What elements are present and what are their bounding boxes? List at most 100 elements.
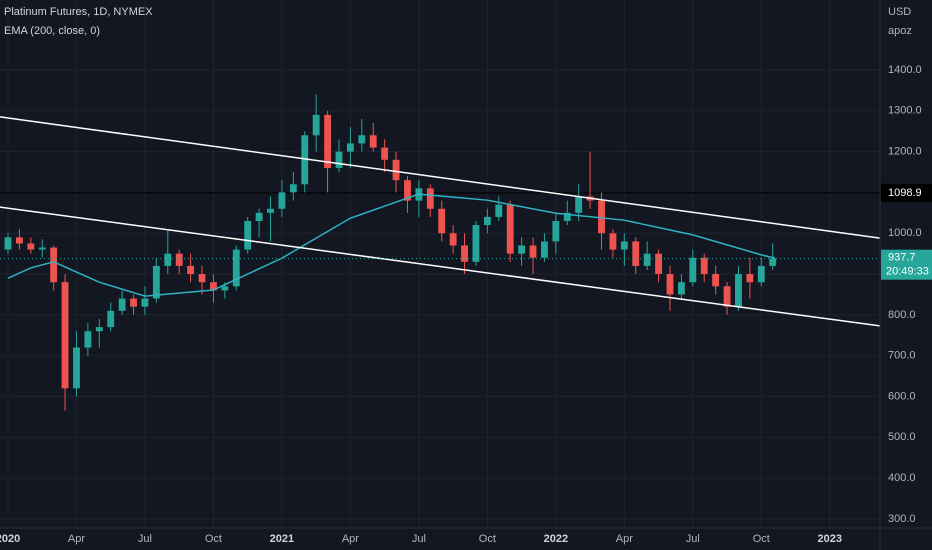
candle-body bbox=[438, 208, 446, 234]
candle-body bbox=[346, 143, 354, 152]
candle-body bbox=[312, 114, 320, 136]
y-tick-label: 500.0 bbox=[888, 431, 916, 443]
x-tick-label: Oct bbox=[753, 533, 770, 545]
level-label-box bbox=[881, 183, 932, 202]
candle-body bbox=[483, 216, 491, 226]
candle-body bbox=[15, 237, 23, 244]
grid bbox=[0, 0, 880, 528]
candle-body bbox=[552, 221, 560, 242]
candle-body bbox=[141, 298, 149, 307]
candle-body bbox=[198, 274, 206, 283]
y-tick-label: 800.0 bbox=[888, 309, 916, 321]
candle-body bbox=[723, 286, 731, 307]
x-tick-label: 2022 bbox=[544, 533, 568, 545]
candle-body bbox=[61, 282, 69, 389]
y-tick-label: 1300.0 bbox=[888, 105, 922, 117]
candle-body bbox=[369, 135, 377, 148]
level-label: 1098.9 bbox=[888, 187, 922, 199]
x-tick-label: Oct bbox=[205, 533, 222, 545]
candle-body bbox=[563, 212, 571, 222]
axes: 300.0400.0500.0600.0700.0800.0900.01000.… bbox=[0, 64, 932, 545]
y-tick-label: 1400.0 bbox=[888, 64, 922, 76]
candle-body bbox=[4, 237, 12, 250]
candle-body bbox=[392, 159, 400, 181]
candle-body bbox=[38, 247, 46, 250]
candle-body bbox=[187, 265, 195, 275]
trend-line bbox=[0, 206, 881, 327]
candle-body bbox=[598, 200, 605, 234]
candle-body bbox=[461, 245, 468, 262]
candle-body bbox=[609, 233, 617, 250]
candle-body bbox=[495, 204, 503, 217]
candle-body bbox=[118, 298, 126, 311]
candle-body bbox=[244, 221, 252, 250]
candle-body bbox=[95, 327, 103, 332]
candle-body bbox=[289, 184, 297, 193]
candle-body bbox=[769, 258, 777, 266]
candle-body bbox=[175, 253, 183, 266]
x-tick-label: Apr bbox=[616, 533, 633, 545]
chart-title: Platinum Futures, 1D, NYMEX bbox=[4, 6, 153, 18]
indicator-label: EMA (200, close, 0) bbox=[4, 25, 100, 37]
user: apoz bbox=[888, 25, 912, 37]
x-tick-label: Apr bbox=[342, 533, 359, 545]
candle-body bbox=[575, 196, 583, 213]
candle-body bbox=[655, 253, 662, 275]
candle-body bbox=[518, 245, 526, 254]
y-tick-label: 1200.0 bbox=[888, 146, 922, 158]
candle-body bbox=[152, 265, 160, 299]
candle-body bbox=[757, 265, 765, 283]
x-tick-label: Jul bbox=[412, 533, 426, 545]
candle-body bbox=[164, 253, 172, 266]
last-price-label: 937.7 bbox=[888, 252, 916, 264]
x-tick-label: Jul bbox=[686, 533, 700, 545]
ema-line bbox=[7, 193, 776, 297]
candle-body bbox=[130, 298, 137, 307]
candle-body bbox=[666, 274, 674, 295]
candle-body bbox=[449, 233, 457, 246]
x-tick-label: Oct bbox=[479, 533, 496, 545]
currency: USD bbox=[888, 6, 911, 18]
candle-body bbox=[643, 253, 651, 266]
candle-body bbox=[335, 151, 343, 168]
candle-body bbox=[73, 347, 80, 389]
candle-body bbox=[712, 274, 720, 287]
candle-body bbox=[404, 180, 411, 201]
candle-body bbox=[267, 208, 274, 213]
candle-body bbox=[689, 257, 697, 283]
x-tick-label: Apr bbox=[68, 533, 85, 545]
candle-body bbox=[620, 241, 628, 250]
y-tick-label: 400.0 bbox=[888, 472, 916, 484]
candle-body bbox=[677, 282, 685, 295]
candle-body bbox=[506, 204, 514, 254]
candle-body bbox=[426, 188, 434, 209]
candle-body bbox=[358, 135, 366, 144]
x-tick-label: Jul bbox=[138, 533, 152, 545]
countdown-label: 20:49:33 bbox=[886, 266, 929, 278]
candle-body bbox=[632, 241, 640, 266]
candle-body bbox=[278, 192, 286, 209]
candle-body bbox=[735, 274, 742, 307]
y-tick-label: 600.0 bbox=[888, 390, 916, 402]
last-price-box bbox=[881, 249, 932, 280]
candle-body bbox=[301, 135, 309, 185]
y-tick-label: 300.0 bbox=[888, 513, 916, 525]
trend-line bbox=[0, 116, 881, 239]
candle-body bbox=[541, 241, 548, 258]
x-tick-label: 2020 bbox=[0, 533, 20, 545]
candle-body bbox=[746, 274, 754, 283]
x-tick-label: 2021 bbox=[270, 533, 294, 545]
candle-body bbox=[529, 245, 537, 258]
candle-body bbox=[324, 114, 331, 168]
x-tick-label: 2023 bbox=[818, 533, 842, 545]
candle-body bbox=[472, 225, 480, 262]
candle-body bbox=[107, 310, 115, 328]
candle-body bbox=[700, 257, 708, 275]
plot-area bbox=[0, 94, 881, 411]
candle-body bbox=[27, 243, 35, 250]
candle-body bbox=[232, 249, 240, 287]
y-tick-label: 1000.0 bbox=[888, 227, 922, 239]
candle-body bbox=[84, 331, 92, 348]
